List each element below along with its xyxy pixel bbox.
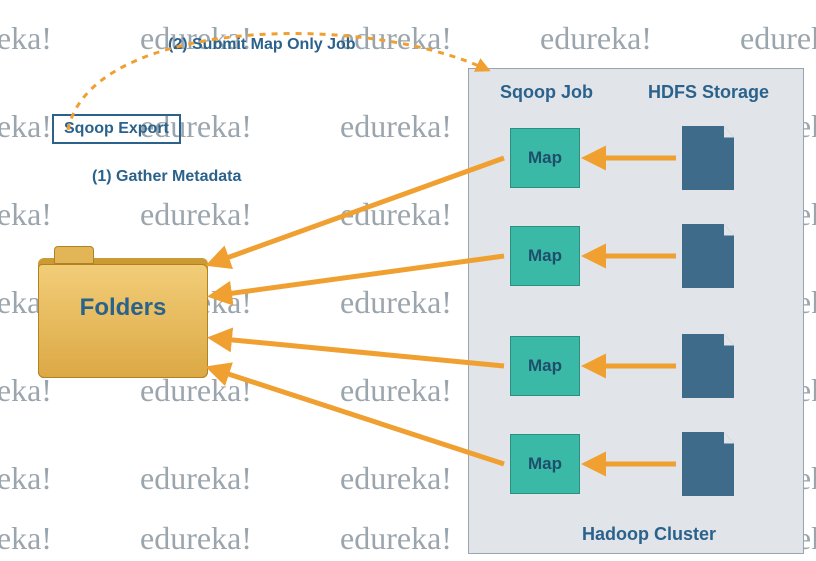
arrow <box>212 338 504 366</box>
sqoop-export-box: Sqoop Export <box>52 114 181 144</box>
sqoop-job-header: Sqoop Job <box>500 82 593 103</box>
map-task-box: Map <box>510 226 580 286</box>
hdfs-storage-header: HDFS Storage <box>648 82 769 103</box>
arrow <box>212 256 504 296</box>
hadoop-cluster-label: Hadoop Cluster <box>582 524 716 545</box>
submit-job-label: (2) Submit Map Only Job <box>168 36 356 54</box>
gather-metadata-label: (1) Gather Metadata <box>92 168 241 186</box>
hdfs-file-icon <box>682 224 734 288</box>
arrow <box>210 368 504 464</box>
hdfs-file-icon <box>682 126 734 190</box>
hdfs-file-icon <box>682 432 734 496</box>
map-task-box: Map <box>510 336 580 396</box>
arrow <box>210 158 504 264</box>
folders-icon: Folders <box>38 248 208 378</box>
folder-label: Folders <box>38 294 208 322</box>
hdfs-file-icon <box>682 334 734 398</box>
map-task-box: Map <box>510 434 580 494</box>
map-task-box: Map <box>510 128 580 188</box>
diagram-layer: Sqoop Job HDFS Storage Hadoop Cluster Ma… <box>0 0 816 561</box>
